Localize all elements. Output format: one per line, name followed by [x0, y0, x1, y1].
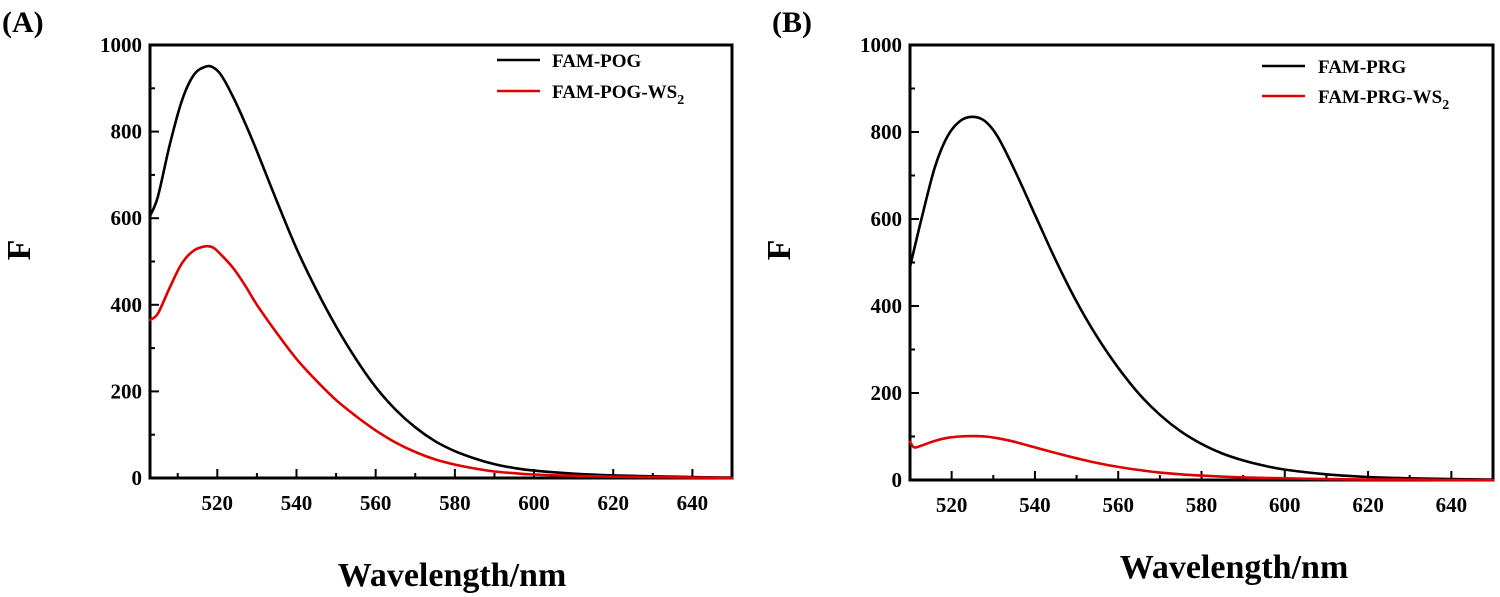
y-tick-label-b-1000: 1000 — [860, 33, 902, 57]
y-tick-label-a-400: 400 — [111, 293, 143, 317]
plot-frame-b — [908, 43, 1495, 482]
x-tick-label-b-580: 580 — [1186, 493, 1218, 517]
series-line-a-0 — [148, 64, 734, 479]
y-tick-label-a-0: 0 — [132, 466, 143, 490]
x-tick-label-b-540: 540 — [1019, 493, 1051, 517]
y-tick-label-a-200: 200 — [111, 379, 143, 403]
legend-label-b-1: FAM-PRG-WS2 — [1318, 87, 1449, 113]
x-tick-label-a-520: 520 — [202, 491, 234, 515]
y-tick-label-b-800: 800 — [871, 120, 903, 144]
y-axis-title-a: F — [1, 240, 38, 261]
legend-label-a-0: FAM-POG — [552, 51, 642, 72]
legend-label-b-0: FAM-PRG — [1318, 57, 1407, 78]
panel-label-a: (A) — [2, 6, 44, 39]
plot-frame-a — [148, 43, 734, 480]
x-tick-label-a-620: 620 — [597, 491, 629, 515]
x-tick-label-a-580: 580 — [439, 491, 471, 515]
legend-label-a-1: FAM-POG-WS2 — [552, 82, 684, 108]
x-tick-label-b-640: 640 — [1436, 493, 1468, 517]
panel-label-b: (B) — [772, 6, 812, 39]
y-tick-label-b-200: 200 — [871, 381, 903, 405]
series-line-b-1 — [908, 434, 1495, 482]
x-tick-label-b-520: 520 — [936, 493, 968, 517]
x-tick-label-b-600: 600 — [1269, 493, 1301, 517]
x-axis-title-a: Wavelength/nm — [338, 557, 567, 594]
x-tick-label-a-600: 600 — [518, 491, 550, 515]
y-tick-label-b-0: 0 — [892, 468, 903, 492]
y-tick-label-a-800: 800 — [111, 120, 143, 144]
y-tick-label-b-600: 600 — [871, 207, 903, 231]
x-tick-label-b-560: 560 — [1102, 493, 1134, 517]
x-tick-label-a-540: 540 — [281, 491, 313, 515]
y-tick-label-a-600: 600 — [111, 206, 143, 230]
x-tick-label-b-620: 620 — [1352, 493, 1384, 517]
y-tick-label-b-400: 400 — [871, 294, 903, 318]
x-tick-label-a-560: 560 — [360, 491, 392, 515]
panel-a: (A) 0 200 400 600 800 1000 520 540 560 580 600 620 64… — [1, 6, 734, 594]
x-axis-title-b: Wavelength/nm — [1120, 549, 1349, 586]
panel-b: (B) 0 200 400 600 800 1000 520 540 560 580 600 620 64… — [761, 6, 1495, 586]
series-line-a-1 — [148, 244, 734, 480]
series-line-b-0 — [908, 115, 1495, 481]
y-axis-title-b: F — [761, 240, 798, 261]
x-tick-label-a-640: 640 — [677, 491, 709, 515]
y-tick-label-a-1000: 1000 — [100, 33, 142, 57]
